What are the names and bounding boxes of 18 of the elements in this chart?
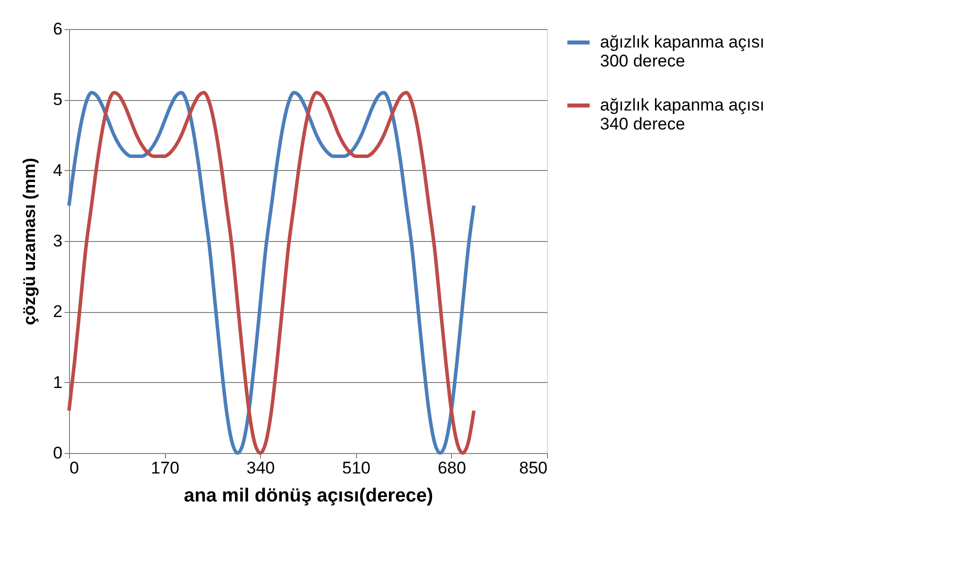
y-tick-label: 4 (53, 160, 62, 180)
legend-label: ağızlık kapanma açısı 300 derece (600, 32, 764, 70)
y-tick-label: 2 (53, 302, 62, 322)
y-tick-label: 6 (53, 20, 62, 38)
line-series (67, 90, 476, 455)
y-tick-label: 3 (53, 232, 62, 250)
x-tick-label: 680 (438, 458, 466, 478)
y-tick-label: 5 (53, 90, 62, 110)
x-tick-label: 850 (519, 458, 548, 478)
x-tick-label: 340 (246, 458, 275, 478)
x-axis-title: ana mil dönüş açısı(derece) (184, 486, 434, 506)
y-axis-title: çözgü uzaması (mm) (20, 158, 40, 326)
legend-label: ağızlık kapanma açısı 340 derece (600, 96, 764, 134)
x-tick-label: 170 (150, 458, 180, 478)
x-tick-label: 510 (342, 458, 370, 478)
y-tick-label: 0 (53, 444, 62, 462)
x-tick-label: 0 (70, 458, 79, 478)
y-tick-label: 1 (53, 372, 62, 392)
